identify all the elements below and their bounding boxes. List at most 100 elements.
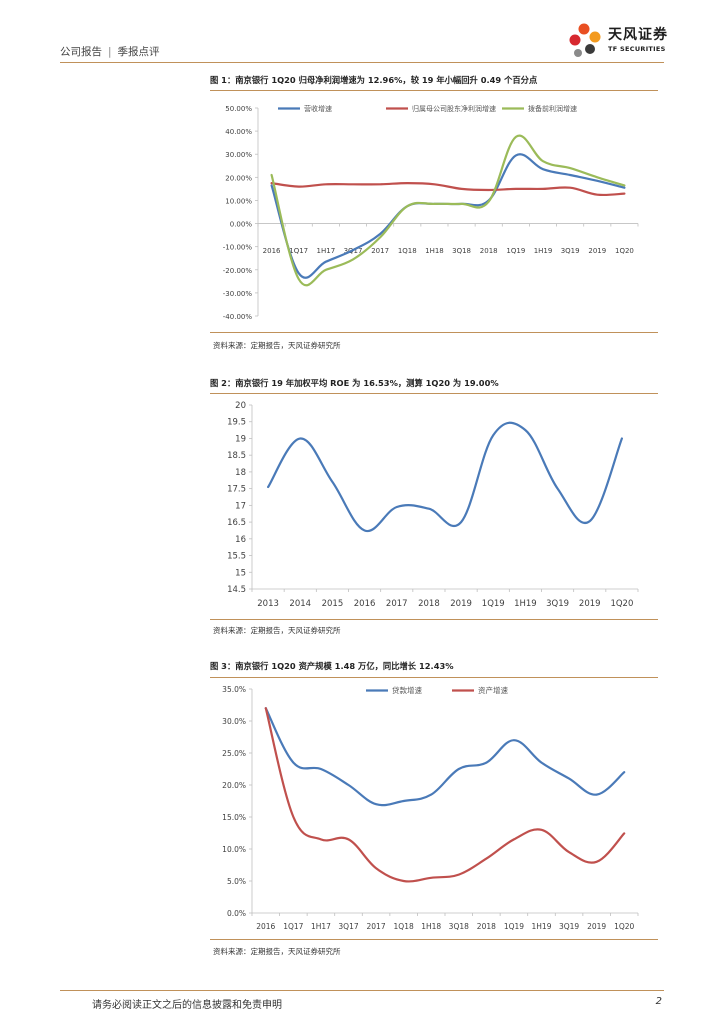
x-tick-label: 3Q19 — [559, 922, 579, 931]
figure-2-bottom-rule — [210, 619, 658, 620]
y-tick-label: 25.0% — [222, 749, 246, 758]
x-tick-label: 1Q18 — [398, 247, 417, 255]
y-tick-label: 16.5 — [227, 518, 246, 528]
figure-1-source: 资料来源：定期报告，天风证券研究所 — [213, 341, 341, 350]
x-tick-label: 2017 — [367, 922, 386, 931]
y-tick-label: 19 — [235, 434, 246, 444]
x-tick-label: 2015 — [322, 599, 344, 609]
y-tick-label: 35.0% — [222, 685, 246, 694]
y-tick-label: 10.0% — [222, 845, 246, 854]
y-tick-label: 18 — [235, 468, 246, 478]
report-type: 公司报告 — [60, 46, 102, 58]
x-tick-label: 1Q19 — [482, 599, 505, 609]
report-subtype: 季报点评 — [117, 46, 160, 58]
page-number: 2 — [655, 996, 662, 1007]
logo-petal-2 — [589, 31, 601, 43]
x-tick-label: 2016 — [354, 599, 376, 609]
logo-english-text: TF SECURITIES — [608, 45, 666, 53]
x-tick-label: 2016 — [263, 247, 281, 255]
report-category: 公司报告 | 季报点评 — [60, 44, 160, 59]
y-tick-label: 20.00% — [225, 174, 252, 182]
x-tick-label: 2018 — [418, 599, 440, 609]
x-tick-label: 1H19 — [532, 922, 552, 931]
y-tick-label: -10.00% — [223, 244, 253, 252]
separator: | — [108, 46, 112, 58]
x-tick-label: 1Q20 — [615, 247, 634, 255]
figure-1-title: 图 1：南京银行 1Q20 归母净利润增速为 12.96%，较 19 年小幅回升… — [210, 75, 538, 85]
y-tick-label: 50.00% — [225, 105, 252, 113]
legend-label: 贷款增速 — [392, 685, 422, 695]
figure-3-chart: 0.0% 5.0% 10.0% 15.0% 20.0% 25.0% 30.0% 35.0% 20… — [222, 685, 639, 931]
series-line-1 — [264, 707, 626, 807]
x-tick-label: 2019 — [579, 599, 601, 609]
y-tick-label: 16 — [235, 535, 246, 545]
logo-petal-3 — [569, 34, 581, 46]
logo-flower-icon — [569, 23, 601, 57]
x-tick-label: 2013 — [257, 599, 279, 609]
figure-3-bottom-rule — [210, 939, 658, 940]
figure-2-source: 资料来源：定期报告，天风证券研究所 — [213, 626, 341, 635]
x-tick-label: 2019 — [450, 599, 472, 609]
x-tick-label: 2016 — [256, 922, 275, 931]
y-tick-label: 17.5 — [227, 485, 246, 495]
x-tick-label: 2018 — [477, 922, 496, 931]
x-tick-label: 2017 — [371, 247, 389, 255]
figure-3-title: 图 3：南京银行 1Q20 资产规模 1.48 万亿，同比增长 12.43% — [210, 661, 454, 671]
y-tick-label: 14.5 — [227, 585, 246, 595]
y-tick-label: -30.00% — [223, 290, 253, 298]
x-tick-label: 3Q19 — [546, 599, 569, 609]
x-tick-label: 1Q18 — [394, 922, 414, 931]
legend-label: 资产增速 — [478, 685, 508, 695]
y-tick-label: 19.5 — [227, 418, 246, 428]
y-tick-label: 0.00% — [230, 221, 253, 229]
footer-disclaimer: 请务必阅读正文之后的信息披露和免责申明 — [92, 1000, 282, 1011]
figure-1-top-rule — [210, 90, 658, 91]
legend-label: 拨备前利润增速 — [528, 104, 577, 113]
figure-1-bottom-rule — [210, 332, 658, 333]
y-tick-label: 15.5 — [227, 552, 246, 562]
y-tick-label: 30.0% — [222, 717, 246, 726]
x-tick-label: 2018 — [480, 247, 498, 255]
y-tick-label: 17 — [235, 501, 246, 511]
y-tick-label: 0.0% — [227, 909, 246, 918]
x-tick-label: 1H17 — [317, 247, 336, 255]
logo-petal-1 — [578, 23, 590, 35]
x-tick-label: 2017 — [386, 599, 408, 609]
x-tick-label: 1Q20 — [614, 922, 634, 931]
legend-label: 营收增速 — [304, 104, 332, 113]
series-line-3 — [270, 134, 626, 287]
logo-petal-5 — [574, 49, 582, 57]
x-tick-label: 1H17 — [311, 922, 331, 931]
y-tick-label: 15 — [235, 568, 246, 578]
x-tick-label: 3Q19 — [561, 247, 580, 255]
x-tick-label: 3Q17 — [338, 922, 358, 931]
x-tick-label: 2019 — [587, 922, 606, 931]
series-line-2 — [264, 707, 626, 883]
x-tick-label: 1Q20 — [610, 599, 633, 609]
y-tick-label: -20.00% — [223, 267, 253, 275]
x-tick-label: 1Q17 — [289, 247, 308, 255]
figure-3-top-rule — [210, 677, 658, 678]
series-line-1 — [267, 421, 623, 533]
figure-1-chart: -40.00% -30.00% -20.00% -10.00% 0.00% 10.00% 2… — [223, 104, 639, 321]
x-tick-label: 1Q17 — [283, 922, 303, 931]
footer-divider — [60, 990, 664, 991]
x-tick-label: 3Q18 — [452, 247, 471, 255]
logo-chinese-text: 天风证券 — [608, 27, 668, 43]
y-tick-label: 20 — [235, 401, 246, 411]
y-tick-label: -40.00% — [223, 313, 253, 321]
x-tick-label: 1Q19 — [506, 247, 525, 255]
x-tick-label: 1H19 — [514, 599, 537, 609]
x-tick-label: 1Q19 — [504, 922, 524, 931]
x-tick-label: 3Q18 — [449, 922, 469, 931]
x-tick-label: 1H18 — [425, 247, 444, 255]
series-line-2 — [270, 182, 626, 197]
x-tick-label: 1H18 — [421, 922, 441, 931]
y-tick-label: 20.0% — [222, 781, 246, 790]
figure-2-top-rule — [210, 393, 658, 394]
logo-petal-4 — [585, 44, 595, 54]
y-tick-label: 5.0% — [227, 877, 246, 886]
legend-label: 归属母公司股东净利润增速 — [412, 104, 496, 113]
figure-3-source: 资料来源：定期报告，天风证券研究所 — [213, 947, 341, 956]
figure-2-chart: 14.5 15 15.5 16 16.5 17 17.5 18 18.5 19 19.5 20 2013… — [227, 401, 639, 609]
